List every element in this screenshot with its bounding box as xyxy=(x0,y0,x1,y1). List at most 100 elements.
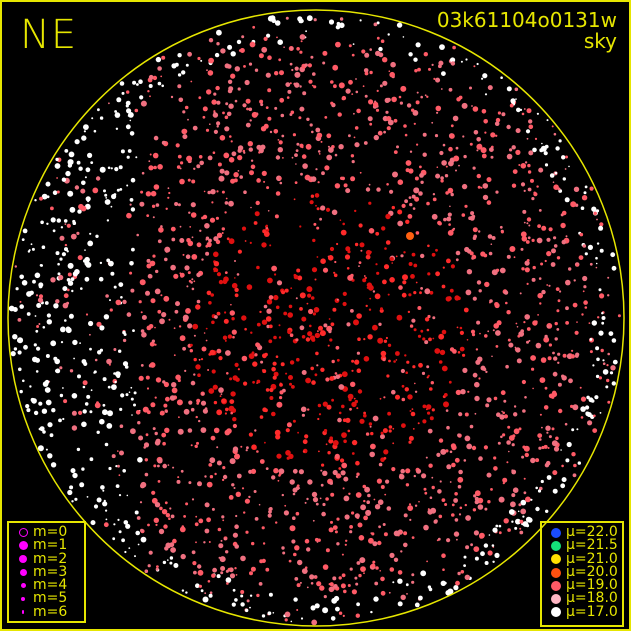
source-point xyxy=(232,335,235,339)
dot-icon xyxy=(20,583,26,589)
source-point xyxy=(412,428,415,430)
source-point xyxy=(553,236,557,240)
source-point xyxy=(386,126,391,131)
source-point xyxy=(295,163,297,165)
source-point xyxy=(202,214,208,220)
source-point xyxy=(274,20,281,26)
source-point xyxy=(461,213,466,217)
source-point xyxy=(294,66,299,71)
source-point xyxy=(206,69,208,72)
source-point xyxy=(543,444,548,449)
source-point xyxy=(313,85,317,89)
source-point xyxy=(127,149,132,153)
source-point xyxy=(406,103,412,108)
source-point xyxy=(289,360,295,365)
source-point xyxy=(408,52,413,57)
source-point xyxy=(353,136,356,139)
source-point xyxy=(340,458,345,463)
source-point xyxy=(227,44,233,50)
source-point xyxy=(164,257,168,262)
source-point xyxy=(545,425,551,431)
source-point xyxy=(414,69,418,73)
source-point xyxy=(206,241,212,248)
source-point xyxy=(90,520,96,526)
source-point xyxy=(261,319,268,325)
source-point xyxy=(183,408,190,415)
source-point xyxy=(358,535,365,541)
source-point xyxy=(306,497,309,501)
source-point xyxy=(595,374,600,379)
source-point xyxy=(213,267,217,272)
source-point xyxy=(327,145,330,148)
source-point xyxy=(372,541,378,547)
source-point xyxy=(89,333,91,336)
source-point xyxy=(302,163,308,169)
source-point xyxy=(431,485,435,490)
source-point xyxy=(231,483,235,487)
source-point xyxy=(334,183,341,189)
source-point xyxy=(476,320,481,325)
source-point xyxy=(498,524,502,528)
source-point xyxy=(360,504,366,511)
source-point xyxy=(426,376,429,379)
source-point xyxy=(241,355,248,362)
source-point xyxy=(404,133,408,137)
source-point xyxy=(606,378,610,383)
source-point xyxy=(520,329,524,333)
source-point xyxy=(354,242,359,247)
source-point xyxy=(337,417,342,423)
source-point xyxy=(213,129,218,134)
source-point xyxy=(69,485,74,490)
source-point xyxy=(322,61,326,65)
source-point xyxy=(195,583,200,588)
source-point xyxy=(114,112,121,118)
source-point xyxy=(309,335,316,341)
source-point xyxy=(357,337,361,342)
source-point xyxy=(444,503,448,506)
source-point xyxy=(372,560,376,564)
source-point xyxy=(312,238,316,243)
source-point xyxy=(59,366,63,370)
source-point xyxy=(296,357,300,362)
source-point xyxy=(513,256,516,259)
source-point xyxy=(443,393,448,397)
source-point xyxy=(175,374,181,381)
source-point xyxy=(429,416,434,421)
source-point xyxy=(419,291,422,295)
source-point xyxy=(229,573,236,579)
source-point xyxy=(333,273,338,278)
source-point xyxy=(573,186,580,192)
source-point xyxy=(540,479,544,484)
source-point xyxy=(476,280,482,285)
source-point xyxy=(519,292,522,295)
source-point xyxy=(162,441,166,446)
source-point xyxy=(177,53,182,58)
source-point xyxy=(432,316,436,320)
source-point xyxy=(245,122,251,128)
source-point xyxy=(482,183,489,189)
source-point xyxy=(330,101,334,105)
source-point xyxy=(290,287,293,290)
source-point xyxy=(103,189,106,193)
source-point xyxy=(152,152,159,159)
source-point xyxy=(57,272,61,276)
source-point xyxy=(364,486,370,493)
source-point xyxy=(414,602,420,608)
source-point xyxy=(265,388,270,392)
source-point xyxy=(318,450,320,453)
source-point xyxy=(187,271,191,275)
source-point xyxy=(196,272,201,278)
source-point xyxy=(349,567,353,571)
source-point xyxy=(267,116,272,121)
source-point xyxy=(202,115,206,119)
source-point xyxy=(584,185,588,189)
source-point xyxy=(25,404,30,409)
source-point xyxy=(560,222,566,229)
source-point xyxy=(85,313,89,316)
source-point xyxy=(308,79,313,84)
source-point xyxy=(572,302,578,308)
source-point xyxy=(368,201,372,205)
source-point xyxy=(441,160,447,166)
source-point xyxy=(191,179,196,184)
source-point xyxy=(266,299,273,305)
